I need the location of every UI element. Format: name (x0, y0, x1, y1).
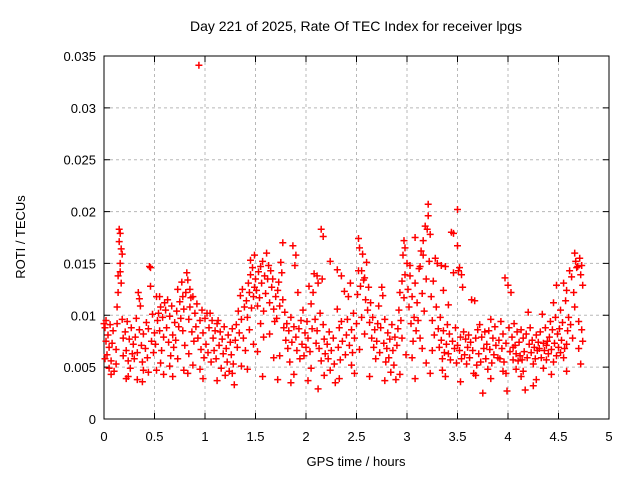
x-tick-label: 3.5 (448, 429, 466, 444)
x-tick-label: 1.5 (246, 429, 264, 444)
y-tick-label: 0.005 (63, 360, 96, 375)
x-axis-tick-labels: 0 0.5 1 1.5 2 2.5 3 3.5 4 4.5 5 (100, 429, 612, 444)
y-tick-label: 0 (89, 412, 96, 427)
y-tick-label: 0.01 (71, 308, 96, 323)
x-tick-label: 4.5 (549, 429, 567, 444)
x-tick-label: 0.5 (145, 429, 163, 444)
x-tick-label: 3 (403, 429, 410, 444)
y-tick-label: 0.015 (63, 256, 96, 271)
y-axis-title: ROTI / TECUs (13, 195, 28, 279)
x-tick-label: 0 (100, 429, 107, 444)
axis-tick-marks (103, 55, 610, 420)
y-tick-label: 0.035 (63, 49, 96, 64)
grid-lines (104, 56, 609, 419)
y-tick-label: 0.025 (63, 153, 96, 168)
x-axis-title: GPS time / hours (307, 454, 406, 469)
y-tick-label: 0.02 (71, 205, 96, 220)
scatter-data-points (100, 61, 587, 397)
x-tick-label: 2 (302, 429, 309, 444)
y-axis-tick-labels: 0 0.005 0.01 0.015 0.02 0.025 0.03 0.035 (63, 49, 96, 427)
chart-title: Day 221 of 2025, Rate Of TEC Index for r… (190, 18, 522, 34)
x-tick-label: 4 (504, 429, 511, 444)
x-tick-label: 2.5 (347, 429, 365, 444)
y-tick-label: 0.03 (71, 101, 96, 116)
x-tick-label: 1 (201, 429, 208, 444)
x-tick-label: 5 (605, 429, 612, 444)
